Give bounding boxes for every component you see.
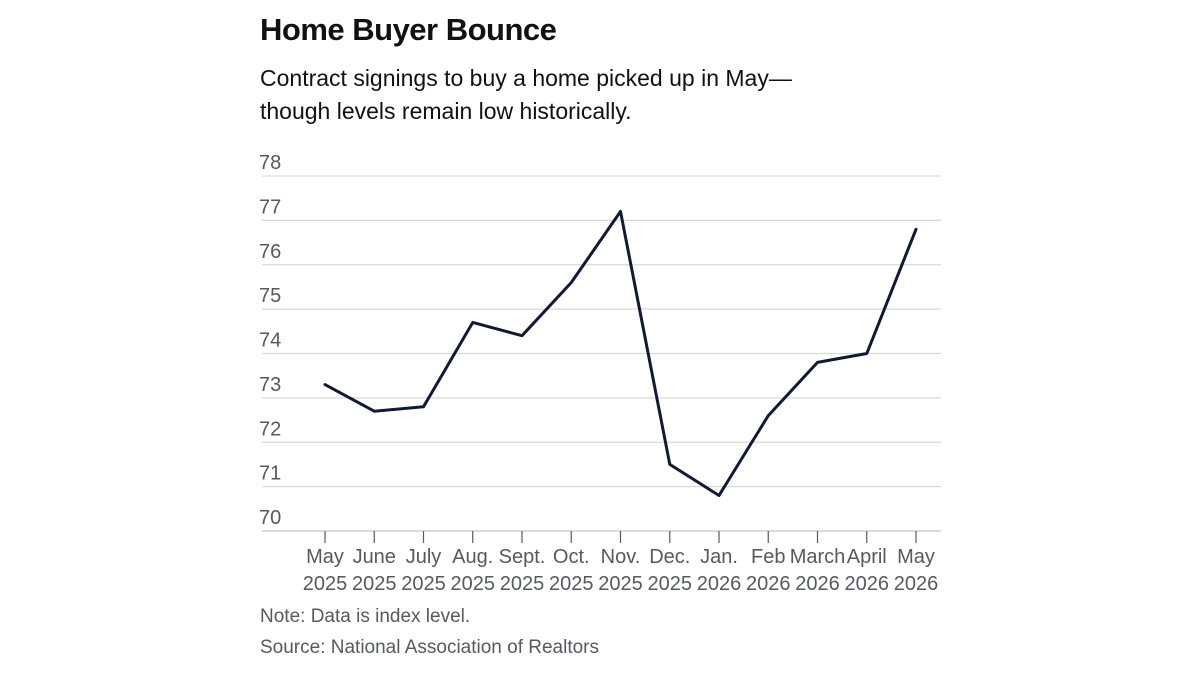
x-tick-label-year: 2026 xyxy=(845,573,890,595)
x-tick-label-month: Feb xyxy=(751,546,785,568)
x-tick-label-month: Jan. xyxy=(700,546,738,568)
x-tick-label-year: 2025 xyxy=(352,573,397,595)
x-tick-label-month: Sept. xyxy=(499,546,546,568)
x-tick-label-month: March xyxy=(790,546,846,568)
x-axis: May2025June2025July2025Aug.2025Sept.2025… xyxy=(262,530,941,595)
y-tick-label: 76 xyxy=(259,241,281,263)
y-tick-label: 77 xyxy=(259,196,281,218)
x-tick-label-year: 2025 xyxy=(451,573,496,595)
x-tick-label-year: 2025 xyxy=(500,573,545,595)
y-axis-ticks: 70 71 72 73 74 75 76 77 78 xyxy=(259,152,281,529)
gridlines xyxy=(262,175,941,532)
x-tick-label-month: Nov. xyxy=(601,546,641,568)
x-tick-label-month: Aug. xyxy=(452,546,493,568)
x-tick-label-year: 2026 xyxy=(894,573,939,595)
x-tick-label-year: 2025 xyxy=(549,573,594,595)
x-tick-label-year: 2026 xyxy=(795,573,840,595)
series-line xyxy=(323,210,918,497)
x-tick-label-year: 2025 xyxy=(303,573,348,595)
x-tick-label-month: Dec. xyxy=(649,546,690,568)
y-tick-label: 73 xyxy=(259,374,281,396)
x-tick-label-month: May xyxy=(306,546,344,568)
series xyxy=(323,210,918,497)
y-tick-label: 75 xyxy=(259,285,281,307)
chart-note: Note: Data is index level. xyxy=(260,606,471,627)
y-tick-label: 72 xyxy=(259,418,281,440)
y-tick-label: 78 xyxy=(259,152,281,174)
y-tick-label: 70 xyxy=(259,507,281,529)
x-tick-label-month: April xyxy=(847,546,887,568)
chart-source: Source: National Association of Realtors xyxy=(260,637,600,658)
x-tick-label-year: 2025 xyxy=(401,573,446,595)
chart-subtitle: Contract signings to buy a home picked u… xyxy=(260,65,792,124)
x-tick-label-month: June xyxy=(353,546,396,568)
y-tick-label: 74 xyxy=(259,330,281,352)
x-tick-label-year: 2026 xyxy=(697,573,742,595)
x-tick-label-year: 2026 xyxy=(746,573,791,595)
x-tick-label-year: 2025 xyxy=(648,573,693,595)
x-tick-label-year: 2025 xyxy=(598,573,643,595)
y-tick-label: 71 xyxy=(259,463,281,485)
x-tick-label-month: Oct. xyxy=(553,546,590,568)
chart-title: Home Buyer Bounce xyxy=(260,12,557,47)
x-tick-label-month: May xyxy=(897,546,935,568)
x-tick-label-month: July xyxy=(406,546,442,568)
